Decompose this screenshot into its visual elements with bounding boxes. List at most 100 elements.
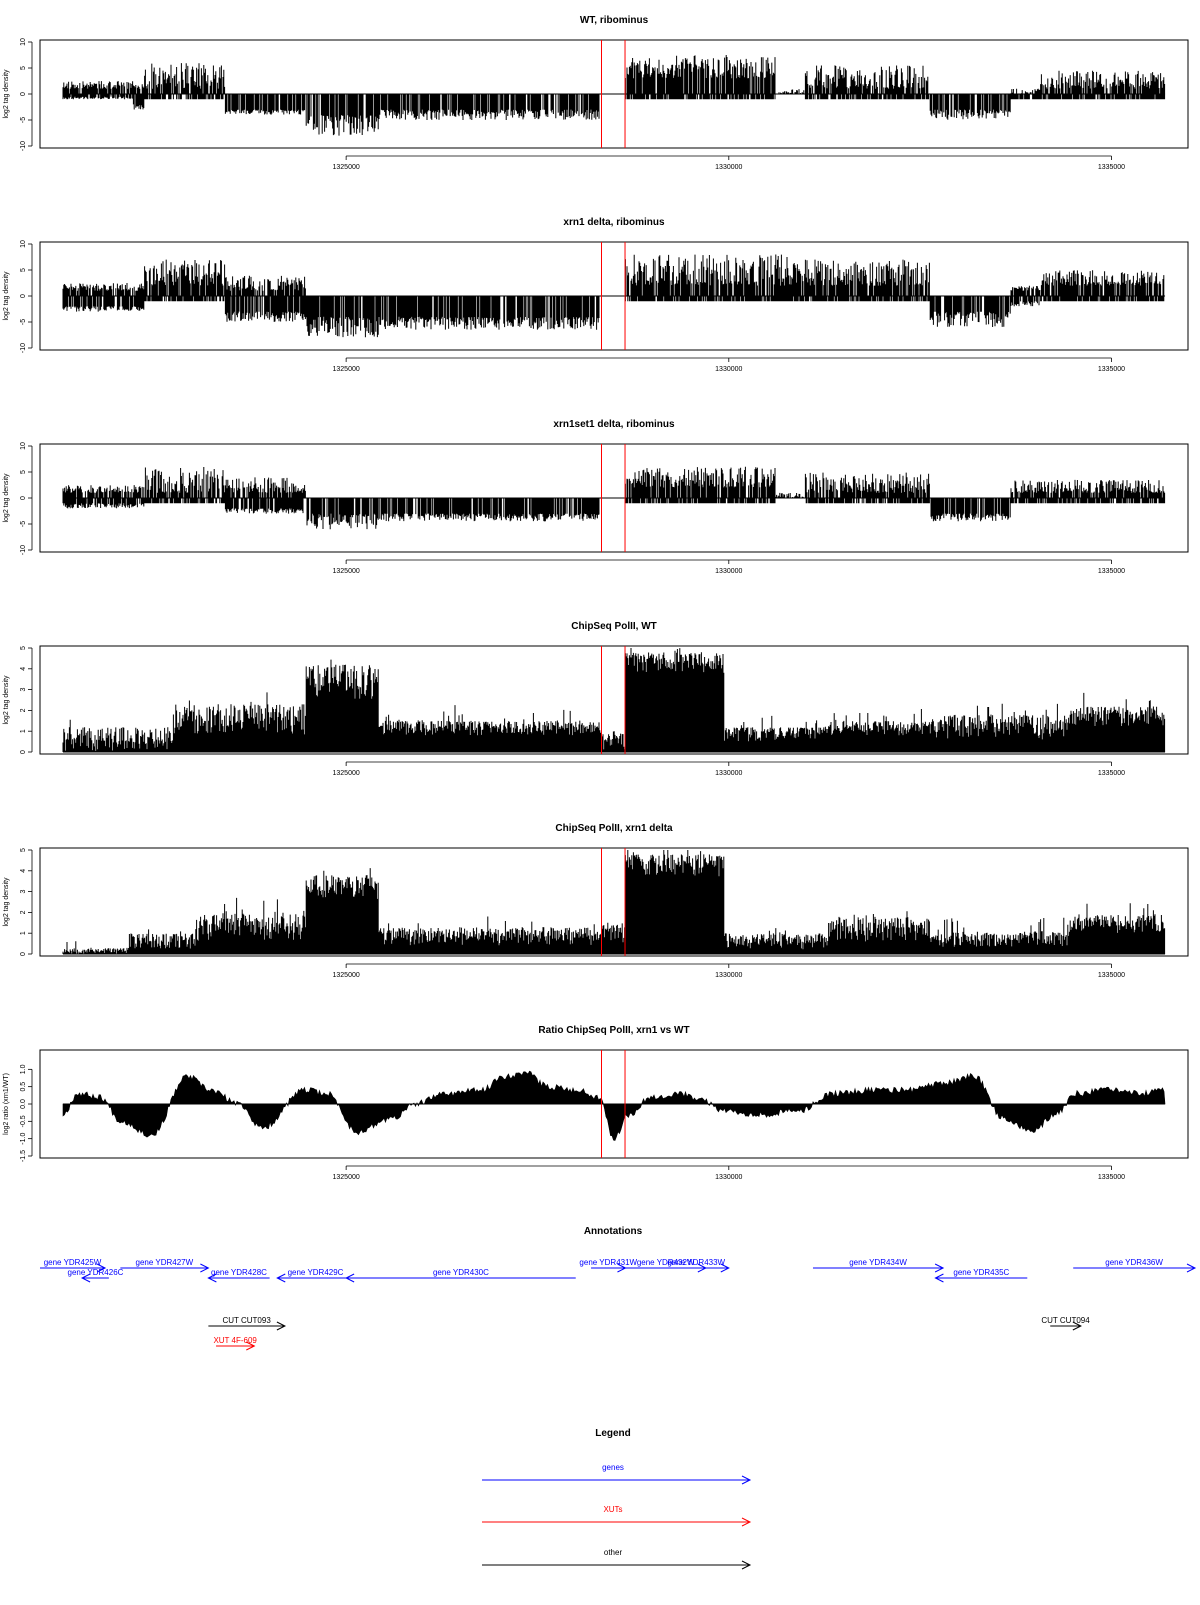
x-tick-label: 1330000 bbox=[715, 366, 742, 373]
annotation-label: gene YDR434W bbox=[849, 1258, 907, 1267]
annotation-feature: gene YDR436W bbox=[1073, 1258, 1197, 1273]
annotation-feature: CUT CUT094 bbox=[1041, 1316, 1090, 1331]
chart-title: ChipSeq PolII, xrn1 delta bbox=[555, 823, 673, 834]
feature-arrow-head bbox=[345, 1273, 355, 1283]
y-tick-label: 0 bbox=[20, 750, 27, 754]
y-tick-label: 0.5 bbox=[20, 1082, 27, 1092]
y-tick-label: 5 bbox=[20, 848, 27, 852]
chart-panel-1: xrn1 delta, ribominus -10 -5 0 5 10 log2 tag d… bbox=[3, 217, 1189, 373]
y-tick-label: 5 bbox=[20, 646, 27, 650]
x-tick-label: 1325000 bbox=[333, 770, 360, 777]
y-tick-label: -5 bbox=[20, 117, 27, 123]
y-tick-label: -1.5 bbox=[20, 1150, 27, 1162]
feature-arrow-head bbox=[741, 1517, 752, 1527]
y-tick-label: 1 bbox=[20, 729, 27, 733]
annotation-label: CUT CUT094 bbox=[1041, 1316, 1090, 1325]
annotation-feature: XUT 4F-609 bbox=[213, 1336, 257, 1351]
legend-item-other: other bbox=[482, 1548, 752, 1570]
y-axis-label: log2 tag density bbox=[3, 69, 10, 119]
y-tick-label: 3 bbox=[20, 688, 27, 692]
y-tick-label: 0 bbox=[20, 294, 27, 298]
annotation-feature: gene YDR425W bbox=[40, 1258, 107, 1273]
y-tick-label: -10 bbox=[20, 545, 27, 555]
annotation-feature: gene YDR428C bbox=[207, 1268, 270, 1283]
chart-title: ChipSeq PolII, WT bbox=[571, 621, 657, 632]
annotation-label: gene YDR435C bbox=[953, 1268, 1009, 1277]
chart-panel-0: WT, ribominus -10 -5 0 5 10 log2 tag density 13… bbox=[3, 15, 1189, 171]
x-tick-label: 1330000 bbox=[715, 770, 742, 777]
feature-arrow-head bbox=[96, 1263, 107, 1273]
y-axis-label: log2 tag density bbox=[3, 877, 10, 927]
annotation-feature: CUT CUT093 bbox=[208, 1316, 287, 1331]
feature-arrow-head bbox=[934, 1273, 944, 1283]
plot-frame bbox=[39, 1049, 1189, 1159]
y-tick-label: 2 bbox=[20, 708, 27, 712]
feature-arrow-head bbox=[1072, 1321, 1082, 1331]
x-tick-label: 1335000 bbox=[1098, 568, 1125, 575]
annotation-label: gene YDR436W bbox=[1105, 1258, 1163, 1267]
chart-panel-4: ChipSeq PolII, xrn1 delta 0 1 2 3 4 5 log2 tag … bbox=[3, 823, 1189, 979]
y-tick-label: -1.0 bbox=[20, 1133, 27, 1145]
annotation-feature: gene YDR435C bbox=[934, 1268, 1028, 1283]
y-axis-label: log2 ratio (xrn1/WT) bbox=[3, 1073, 10, 1135]
feature-arrow-head bbox=[934, 1263, 945, 1273]
y-tick-label: 0 bbox=[20, 952, 27, 956]
x-tick-label: 1335000 bbox=[1098, 972, 1125, 979]
y-axis-label: log2 tag density bbox=[3, 675, 10, 725]
annotation-feature: gene YDR430C bbox=[345, 1268, 576, 1283]
y-tick-label: 10 bbox=[20, 38, 27, 46]
annotation-feature: gene YDR434W bbox=[812, 1258, 945, 1273]
annotation-label: gene YDR427W bbox=[136, 1258, 194, 1267]
y-tick-label: 1 bbox=[20, 931, 27, 935]
annotations-title: Annotations bbox=[584, 1226, 643, 1237]
plot-frame bbox=[39, 443, 1189, 553]
legend-title: Legend bbox=[595, 1428, 631, 1439]
ratio-area bbox=[62, 1070, 1166, 1141]
feature-arrow-head bbox=[207, 1273, 217, 1283]
plot-frame bbox=[39, 847, 1189, 957]
chart-panel-2: xrn1set1 delta, ribominus -10 -5 0 5 10 log2 t… bbox=[3, 419, 1189, 575]
y-tick-label: 1.0 bbox=[20, 1064, 27, 1074]
data-bars bbox=[62, 466, 1166, 530]
chart-panel-5: Ratio ChipSeq PolII, xrn1 vs WT -1.5 -1.0 -… bbox=[3, 1025, 1189, 1181]
x-tick-label: 1330000 bbox=[715, 1174, 742, 1181]
x-tick-label: 1335000 bbox=[1098, 1174, 1125, 1181]
y-tick-label: 5 bbox=[20, 66, 27, 70]
y-tick-label: 3 bbox=[20, 890, 27, 894]
chart-title: Ratio ChipSeq PolII, xrn1 vs WT bbox=[538, 1025, 689, 1036]
feature-arrow-head bbox=[720, 1263, 730, 1273]
y-axis-label: log2 tag density bbox=[3, 473, 10, 523]
x-tick-label: 1335000 bbox=[1098, 164, 1125, 171]
y-tick-label: 4 bbox=[20, 667, 27, 671]
feature-arrow-head bbox=[276, 1273, 286, 1283]
feature-arrow-head bbox=[80, 1273, 91, 1283]
x-tick-label: 1325000 bbox=[333, 972, 360, 979]
annotation-feature: gene YDR431W bbox=[579, 1258, 638, 1273]
feature-arrow-head bbox=[741, 1475, 752, 1485]
y-tick-label: -10 bbox=[20, 141, 27, 151]
y-tick-label: 0 bbox=[20, 496, 27, 500]
legend-item-xut: XUTs bbox=[482, 1505, 752, 1527]
data-bars bbox=[62, 55, 1166, 136]
annotation-label: gene YDR428C bbox=[211, 1268, 267, 1277]
y-tick-label: -5 bbox=[20, 521, 27, 527]
y-tick-label: -0.5 bbox=[20, 1115, 27, 1127]
chart-panel-3: ChipSeq PolII, WT 0 1 2 3 4 5 log2 tag density 1… bbox=[3, 621, 1189, 777]
y-tick-label: 10 bbox=[20, 442, 27, 450]
x-tick-label: 1335000 bbox=[1098, 366, 1125, 373]
chart-title: xrn1set1 delta, ribominus bbox=[553, 419, 675, 430]
x-tick-label: 1325000 bbox=[333, 366, 360, 373]
y-tick-label: 2 bbox=[20, 910, 27, 914]
data-bars bbox=[62, 254, 1165, 338]
annotation-feature: gene YDR427W bbox=[120, 1258, 210, 1273]
annotation-feature: gene YDR429C bbox=[276, 1268, 354, 1283]
x-tick-label: 1330000 bbox=[715, 164, 742, 171]
feature-arrow-head bbox=[1186, 1263, 1197, 1273]
plot-frame bbox=[39, 645, 1189, 755]
chart-title: WT, ribominus bbox=[580, 15, 649, 26]
annotation-label: gene YDR432W bbox=[637, 1258, 695, 1267]
annotation-feature: gene YDR433W bbox=[663, 1258, 730, 1273]
x-tick-label: 1325000 bbox=[333, 164, 360, 171]
annotation-feature: gene YDR426C bbox=[68, 1268, 124, 1283]
